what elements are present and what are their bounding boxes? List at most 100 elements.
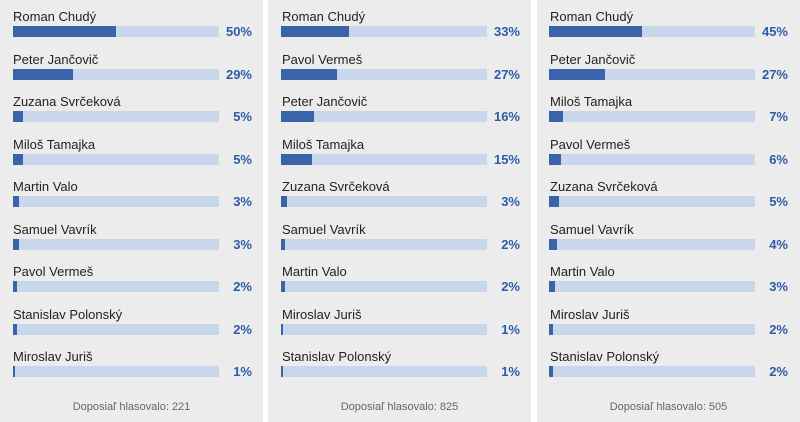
poll-row: Pavol Vermeš 6% (537, 128, 800, 170)
vote-bar-fill (549, 111, 564, 122)
vote-percent: 5% (769, 194, 788, 209)
candidate-name: Zuzana Svrčeková (282, 179, 390, 194)
vote-percent: 27% (761, 66, 788, 82)
candidate-name: Pavol Vermeš (282, 51, 363, 67)
candidate-name: Martin Valo (550, 264, 615, 279)
vote-bar-fill (549, 238, 558, 250)
vote-bar-fill (549, 323, 554, 335)
vote-percent: 16% (493, 109, 520, 124)
vote-bar-fill (549, 26, 642, 37)
vote-percent: 2% (501, 236, 520, 252)
vote-percent: 5% (233, 109, 252, 124)
candidate-name: Zuzana Svrčeková (550, 179, 658, 194)
poll-row: Miroslav Juriš 1% (268, 298, 531, 340)
poll-row: Samuel Vavrík 4% (537, 213, 800, 255)
vote-bar-fill (281, 26, 349, 37)
poll-row: Samuel Vavrík 3% (0, 213, 263, 255)
poll-row: Miloš Tamajka 15% (268, 128, 531, 170)
vote-bar-track (13, 323, 219, 335)
poll-row: Pavol Vermeš 27% (268, 43, 531, 85)
poll-panel-2: Roman Chudý 33% Pavol Vermeš 27% Peter J… (268, 0, 531, 422)
vote-bar-track (281, 323, 487, 335)
vote-bar-fill (549, 153, 562, 165)
candidate-name: Samuel Vavrík (282, 221, 366, 237)
vote-bar-track (13, 281, 219, 292)
poll-row: Martin Valo 3% (0, 170, 263, 212)
vote-bar-track (549, 68, 755, 80)
vote-percent: 45% (761, 24, 788, 39)
candidate-name: Miloš Tamajka (550, 94, 633, 109)
poll-row: Peter Jančovič 29% (0, 43, 263, 85)
vote-percent: 1% (501, 364, 520, 379)
poll-row: Stanislav Polonský 1% (268, 340, 531, 382)
candidate-name: Peter Jančovič (282, 94, 368, 109)
candidate-name: Pavol Vermeš (550, 136, 631, 152)
vote-bar-fill (549, 281, 556, 292)
vote-bar-fill (281, 68, 337, 80)
poll-row: Miloš Tamajka 5% (0, 128, 263, 170)
vote-percent: 2% (769, 364, 788, 379)
poll-row: Stanislav Polonský 2% (537, 340, 800, 382)
poll-panel-1: Roman Chudý 50% Peter Jančovič 29% Zuzan… (0, 0, 263, 422)
vote-bar-track (13, 196, 219, 207)
vote-percent: 3% (233, 194, 252, 209)
candidate-name: Miroslav Juriš (550, 306, 630, 322)
vote-percent: 6% (769, 151, 788, 167)
vote-bar-fill (13, 238, 20, 250)
poll-row: Zuzana Svrčeková 5% (537, 170, 800, 212)
vote-percent: 3% (501, 194, 520, 209)
vote-bar-fill (281, 281, 286, 292)
vote-bar-track (549, 196, 755, 207)
vote-bar-track (281, 366, 487, 377)
vote-bar-track (13, 111, 219, 122)
poll-row: Stanislav Polonský 2% (0, 298, 263, 340)
vote-bar-track (549, 366, 755, 377)
vote-percent: 7% (769, 109, 788, 124)
vote-bar-track (549, 111, 755, 122)
candidate-name: Samuel Vavrík (550, 221, 634, 237)
vote-bar-fill (13, 281, 18, 292)
vote-bar-fill (549, 366, 554, 377)
vote-count-footer: Doposiaľ hlasovalo: 825 (340, 401, 459, 413)
candidate-name: Miroslav Juriš (13, 349, 93, 364)
candidate-name: Stanislav Polonský (13, 306, 123, 322)
vote-percent: 2% (233, 279, 252, 294)
poll-row: Zuzana Svrčeková 3% (268, 170, 531, 212)
vote-bar-track (281, 153, 487, 165)
poll-row: Roman Chudý 50% (0, 0, 263, 42)
vote-percent: 50% (225, 24, 252, 39)
vote-percent: 5% (233, 151, 252, 167)
vote-percent: 2% (501, 279, 520, 294)
vote-bar-fill (13, 111, 24, 122)
poll-row: Pavol Vermeš 2% (0, 255, 263, 297)
candidate-name: Peter Jančovič (13, 51, 99, 67)
vote-bar-track (281, 26, 487, 37)
poll-row: Roman Chudý 45% (537, 0, 800, 42)
vote-percent: 2% (233, 321, 252, 337)
candidate-name: Zuzana Svrčeková (13, 94, 121, 109)
candidate-name: Stanislav Polonský (550, 349, 660, 364)
candidate-name: Stanislav Polonský (282, 349, 392, 364)
vote-bar-track (13, 26, 219, 37)
vote-bar-fill (281, 153, 312, 165)
vote-percent: 4% (769, 236, 788, 252)
vote-bar-track (549, 238, 755, 250)
vote-bar-fill (13, 323, 18, 335)
poll-row: Martin Valo 3% (537, 255, 800, 297)
vote-percent: 27% (493, 66, 520, 82)
vote-bar-track (281, 196, 487, 207)
vote-bar-fill (13, 26, 116, 37)
poll-row: Roman Chudý 33% (268, 0, 531, 42)
vote-percent: 3% (233, 236, 252, 252)
poll-row: Peter Jančovič 27% (537, 43, 800, 85)
candidate-name: Martin Valo (13, 179, 78, 194)
poll-row: Miloš Tamajka 7% (537, 85, 800, 127)
vote-bar-fill (13, 153, 24, 165)
vote-count-footer: Doposiaľ hlasovalo: 221 (72, 401, 191, 413)
vote-bar-track (13, 238, 219, 250)
vote-bar-track (549, 153, 755, 165)
vote-percent: 1% (233, 364, 252, 379)
vote-bar-fill (13, 68, 73, 80)
vote-bar-fill (549, 68, 605, 80)
